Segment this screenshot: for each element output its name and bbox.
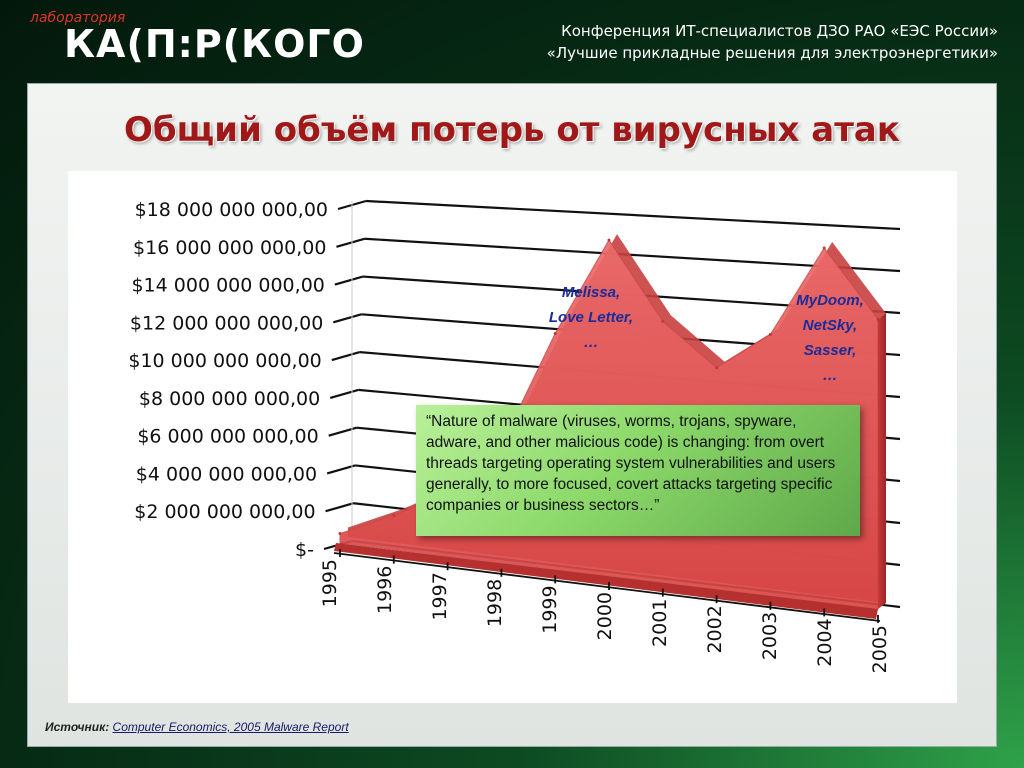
conference-info: Конференция ИТ-специалистов ДЗО РАО «ЕЭС…	[547, 20, 998, 64]
y-tick-label: $6 000 000 000,00	[137, 426, 318, 448]
data-point	[768, 333, 772, 337]
header-bar: лаборатория КА(П:Р(КОГО Конференция ИТ-с…	[0, 0, 1024, 82]
x-tick-label: 2003	[759, 612, 781, 660]
gridline	[364, 237, 901, 273]
annotation-2000: Melissa, Love Letter, …	[536, 280, 646, 355]
grid-tick	[329, 388, 359, 399]
source-note: Источник: Computer Economics, 2005 Malwa…	[45, 720, 349, 734]
data-point	[715, 366, 719, 370]
x-tick-label: 1995	[319, 559, 341, 607]
x-tick-label: 2005	[869, 625, 891, 673]
data-point	[876, 317, 880, 321]
annotation-2000-line: Love Letter,	[548, 309, 634, 326]
area-floor	[334, 543, 878, 619]
y-tick-label: $8 000 000 000,00	[139, 388, 320, 410]
annotation-2000-line: Melissa,	[561, 284, 621, 301]
x-tick-label: 1999	[539, 585, 561, 633]
data-point	[553, 332, 557, 336]
data-point	[661, 319, 665, 323]
x-tick-label: 1998	[484, 579, 506, 627]
x-tick-label: 2001	[649, 599, 671, 647]
data-point	[607, 238, 611, 242]
y-tick-label: $4 000 000 000,00	[136, 463, 317, 485]
y-tick-label: $16 000 000 000,00	[133, 237, 326, 259]
grid-tick	[336, 237, 365, 248]
x-tick-label: 1996	[374, 566, 396, 614]
conference-line-2: «Лучшие прикладные решения для электроэн…	[546, 44, 998, 62]
y-tick-label: $2 000 000 000,00	[134, 501, 315, 523]
annotation-2004-line: Sasser,	[803, 342, 857, 359]
grid-tick	[325, 502, 354, 513]
annotation-2004-line: …	[822, 367, 838, 384]
data-point	[392, 513, 396, 517]
company-logo: КА(П:Р(КОГО	[64, 22, 365, 66]
x-tick-label: 2000	[594, 592, 616, 640]
source-label: Источник:	[45, 720, 110, 734]
source-link[interactable]: Computer Economics, 2005 Malware Report	[112, 720, 349, 734]
x-tick-label: 2002	[704, 605, 726, 653]
x-tick-label: 2004	[814, 618, 836, 666]
grid-tick	[334, 275, 364, 286]
slide-panel: Общий объём потерь от вирусных атак $- $2…	[27, 83, 997, 747]
y-tick-label: $12 000 000 000,00	[130, 312, 323, 334]
y-tick-label: $14 000 000 000,00	[131, 275, 324, 297]
slide-title: Общий объём потерь от вирусных атак	[124, 110, 900, 150]
y-tick-label: $10 000 000 000,00	[128, 350, 321, 372]
grid-tick	[331, 351, 361, 362]
y-tick-label: $18 000 000 000,00	[135, 199, 328, 221]
annotation-2000-line: …	[583, 334, 599, 351]
malware-quote-box: “Nature of malware (viruses, worms, troj…	[416, 405, 860, 536]
logo-tagline: лаборатория	[30, 10, 126, 26]
area-side-face	[878, 313, 886, 609]
annotation-2004-line: NetSky,	[802, 317, 858, 334]
data-point	[822, 246, 826, 250]
y-tick-label: $-	[295, 539, 314, 561]
grid-tick	[333, 313, 362, 324]
x-axis-line	[333, 552, 881, 622]
conference-line-1: Конференция ИТ-специалистов ДЗО РАО «ЕЭС…	[561, 22, 998, 40]
x-tick-label: 1997	[429, 572, 451, 620]
grid-tick	[326, 464, 356, 475]
annotation-2004: MyDoom, NetSky, Sasser, …	[780, 288, 880, 388]
gridline	[365, 199, 901, 231]
annotation-2004-line: MyDoom,	[796, 292, 864, 309]
data-point	[338, 532, 342, 536]
